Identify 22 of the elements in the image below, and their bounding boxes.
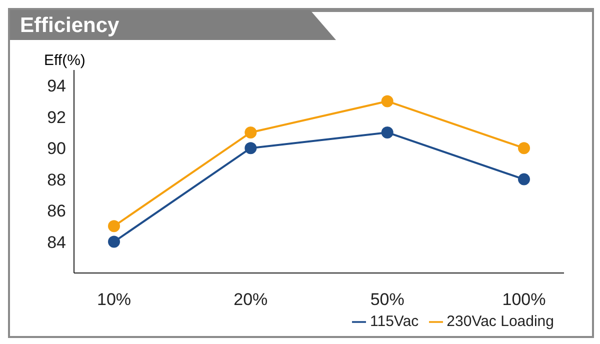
x-tick-label: 100% <box>502 290 546 310</box>
y-tick-label: 86 <box>47 202 66 221</box>
point <box>108 236 120 248</box>
chart-title: Efficiency <box>20 14 120 38</box>
point <box>244 142 257 154</box>
point <box>244 126 257 138</box>
point <box>381 126 394 138</box>
y-axis-title: Eff(%) <box>44 52 86 69</box>
legend-label: 115Vac <box>370 313 419 330</box>
x-tick-label: 10% <box>96 290 132 310</box>
point <box>518 142 530 154</box>
x-tick-label: 20% <box>234 290 268 310</box>
legend-label: 230Vac Loading <box>446 313 554 330</box>
point <box>518 173 530 186</box>
point <box>381 95 394 108</box>
y-tick-label: 90 <box>47 139 66 158</box>
x-tick-label: 50% <box>370 290 404 310</box>
y-tick-label: 88 <box>47 170 66 190</box>
y-tick-label: 92 <box>47 108 66 127</box>
y-tick-label: 94 <box>47 76 66 96</box>
y-tick-label: 84 <box>47 232 66 252</box>
point <box>108 220 120 232</box>
